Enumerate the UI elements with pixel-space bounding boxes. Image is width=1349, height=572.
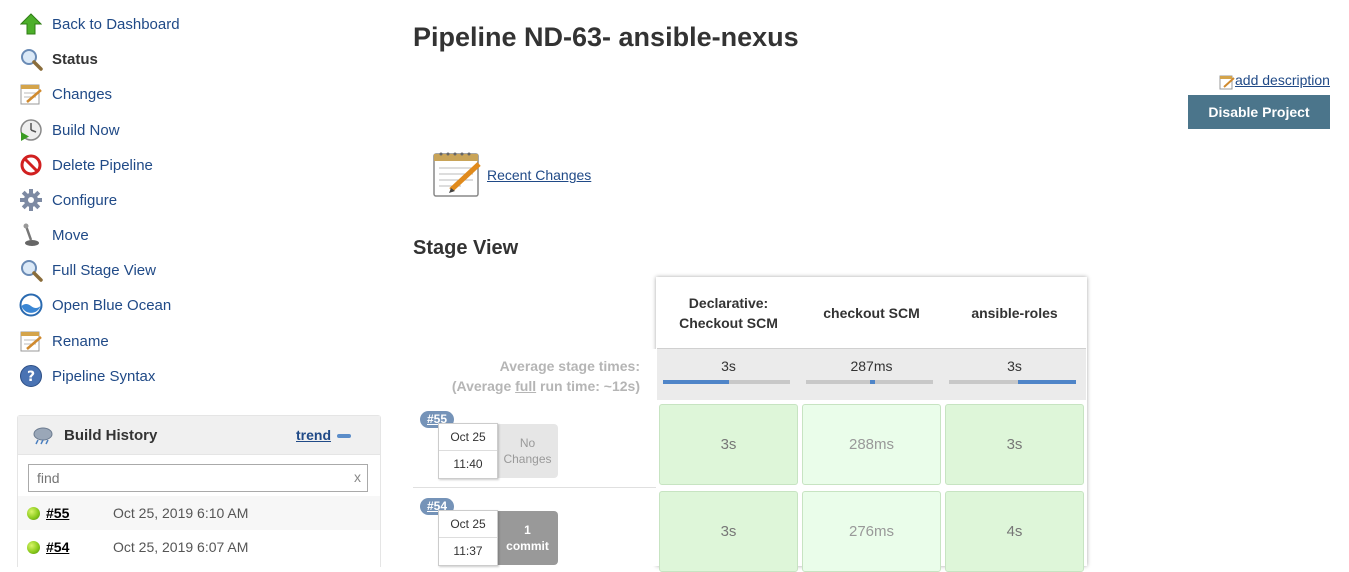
- add-description-link[interactable]: add description: [1235, 72, 1330, 88]
- sidebar-item-label: Full Stage View: [52, 261, 156, 279]
- sidebar-item-delete-pipeline[interactable]: Delete Pipeline: [18, 151, 348, 179]
- sidebar-item-label: Rename: [52, 332, 109, 350]
- average-times-label: Average stage times: (Average full run t…: [413, 349, 656, 400]
- changes-text: No: [519, 436, 536, 450]
- run-date: Oct 25: [450, 517, 486, 531]
- clear-search-icon[interactable]: x: [354, 469, 361, 485]
- stage-cell[interactable]: 4s: [945, 491, 1084, 572]
- stage-cell[interactable]: 3s: [659, 404, 798, 485]
- run-date-card: Oct 25 11:40: [438, 423, 498, 479]
- sidebar-item-label: Build Now: [52, 121, 120, 139]
- stage-average-cell: 287ms: [800, 348, 943, 401]
- stage-header-checkout-scm: checkout SCM: [800, 278, 943, 348]
- stage-average-bar: [806, 380, 933, 384]
- build-number-link[interactable]: #54: [46, 539, 70, 555]
- notepad-icon: [431, 150, 483, 203]
- trend-link[interactable]: trend: [296, 427, 331, 443]
- sidebar-item-label: Open Blue Ocean: [52, 296, 172, 314]
- changes-text: 1: [524, 523, 531, 537]
- stage-cell[interactable]: 3s: [659, 491, 798, 572]
- sidebar-item-label: Status: [52, 50, 98, 68]
- magnifier-icon: [18, 46, 44, 72]
- help-icon: ?: [18, 363, 44, 389]
- stage-cell[interactable]: 276ms: [802, 491, 941, 572]
- sidebar-item-label: Changes: [52, 85, 113, 103]
- stage-average-time: 3s: [1007, 358, 1022, 374]
- sidebar-item-label: Move: [52, 226, 89, 244]
- average-run-time-text: (Average full run time: ~12s): [451, 378, 640, 394]
- sidebar-item-open-blue-ocean[interactable]: Open Blue Ocean: [18, 291, 348, 319]
- run-date: Oct 25: [450, 430, 486, 444]
- sidebar-item-full-stage-view[interactable]: Full Stage View: [18, 256, 348, 284]
- disable-project-button[interactable]: Disable Project: [1188, 95, 1330, 129]
- no-entry-icon: [18, 152, 44, 178]
- collapse-icon[interactable]: [337, 434, 351, 438]
- stage-average-bar: [663, 380, 790, 384]
- run-time: 11:37: [453, 544, 483, 558]
- stage-average-time: 3s: [721, 358, 736, 374]
- blue-ocean-icon: [18, 292, 44, 318]
- arrow-up-icon: [18, 11, 44, 37]
- sidebar-item-pipeline-syntax[interactable]: ? Pipeline Syntax: [18, 362, 348, 390]
- build-date: Oct 25, 2019 6:07 AM: [113, 539, 249, 555]
- stage-cell[interactable]: 3s: [945, 404, 1084, 485]
- build-number-link[interactable]: #55: [46, 505, 70, 521]
- build-history-panel: Build History trend x #55 Oct 25, 2019 6…: [17, 415, 381, 567]
- sidebar-item-back-to-dashboard[interactable]: Back to Dashboard: [18, 10, 348, 38]
- recent-changes-link[interactable]: Recent Changes: [487, 167, 592, 183]
- average-stage-times-text: Average stage times:: [499, 358, 640, 374]
- build-history-header: Build History trend: [18, 416, 380, 455]
- stage-name: ansible-roles: [971, 305, 1058, 321]
- edit-note-icon: [1219, 74, 1235, 90]
- add-description[interactable]: add description: [1219, 70, 1330, 90]
- stage-header-ansible-roles: ansible-roles: [943, 278, 1086, 348]
- sidebar-item-label: Pipeline Syntax: [52, 367, 156, 385]
- sidebar-item-label: Delete Pipeline: [52, 156, 153, 174]
- stage-header-declarative-checkout-scm: Declarative: Checkout SCM: [657, 278, 800, 348]
- stage-name: Declarative:: [688, 295, 769, 311]
- success-ball-icon: [27, 506, 40, 520]
- sidebar-item-changes[interactable]: Changes: [18, 80, 348, 108]
- sidebar-item-label: Back to Dashboard: [52, 15, 180, 33]
- stage-average-cell: 3s: [657, 348, 800, 401]
- build-search-box: x: [28, 464, 368, 492]
- notepad-icon: [18, 328, 44, 354]
- changes-text: Changes: [503, 452, 552, 466]
- sidebar-item-move[interactable]: Move: [18, 221, 348, 249]
- run-time: 11:40: [453, 457, 483, 471]
- build-date: Oct 25, 2019 6:10 AM: [113, 505, 249, 521]
- sidebar-item-build-now[interactable]: Build Now: [18, 116, 348, 144]
- magnifier-icon: [18, 257, 44, 283]
- stage-cell[interactable]: 288ms: [802, 404, 941, 485]
- clock-play-icon: [18, 117, 44, 143]
- sidebar-item-status[interactable]: Status: [18, 45, 348, 73]
- stage-name: Checkout SCM: [679, 315, 778, 331]
- stage-average-cell: 3s: [943, 348, 1086, 401]
- svg-text:?: ?: [27, 369, 35, 385]
- success-ball-icon: [27, 540, 40, 554]
- stage-view-heading: Stage View: [413, 237, 519, 259]
- build-search-input[interactable]: [35, 466, 339, 490]
- run-changes-card[interactable]: 1 commit: [497, 511, 558, 565]
- gear-icon: [18, 187, 44, 213]
- stage-name: checkout SCM: [823, 305, 920, 321]
- notepad-icon: [18, 81, 44, 107]
- build-history-row: #55 Oct 25, 2019 6:10 AM: [18, 496, 380, 530]
- run-changes-card: No Changes: [497, 424, 558, 478]
- weather-cloud-icon: [32, 425, 54, 445]
- sidebar-item-label: Configure: [52, 191, 118, 209]
- build-history-title: Build History: [64, 426, 158, 444]
- page-title: Pipeline ND-63- ansible-nexus: [413, 22, 799, 52]
- changes-text: commit: [506, 539, 549, 553]
- run-date-card: Oct 25 11:37: [438, 510, 498, 566]
- stage-average-time: 287ms: [850, 358, 893, 374]
- joystick-icon: [18, 222, 44, 248]
- sidebar-item-rename[interactable]: Rename: [18, 327, 348, 355]
- build-history-row: #54 Oct 25, 2019 6:07 AM: [18, 530, 380, 564]
- stage-average-bar: [949, 380, 1076, 384]
- stage-view-runs-column: #55 Oct 25 11:40 No Changes #54 Oct 25 1…: [413, 400, 656, 566]
- sidebar-item-configure[interactable]: Configure: [18, 186, 348, 214]
